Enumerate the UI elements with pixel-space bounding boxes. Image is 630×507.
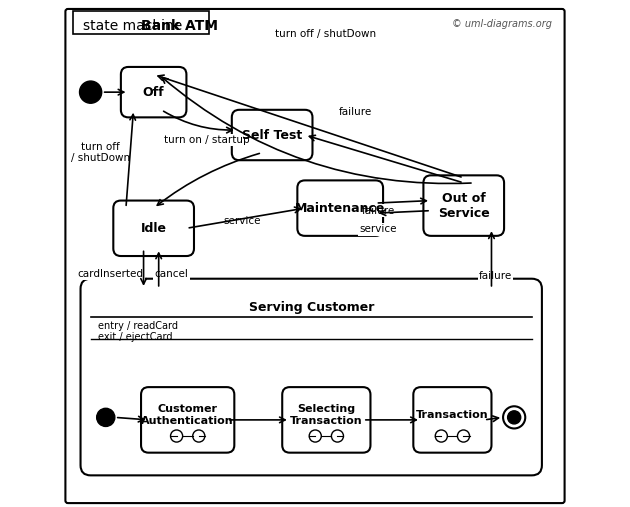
Text: state machine: state machine <box>83 19 182 33</box>
Text: Serving Customer: Serving Customer <box>248 301 374 314</box>
Circle shape <box>331 430 343 442</box>
Text: © uml-diagrams.org: © uml-diagrams.org <box>452 19 552 29</box>
Text: Selecting
Transaction: Selecting Transaction <box>290 404 363 426</box>
Text: Idle: Idle <box>140 222 167 235</box>
FancyBboxPatch shape <box>81 279 542 476</box>
Text: cardInserted: cardInserted <box>77 269 144 279</box>
Circle shape <box>96 408 115 426</box>
Text: service: service <box>223 215 261 226</box>
FancyBboxPatch shape <box>423 175 504 236</box>
Circle shape <box>503 406 525 428</box>
Text: cancel: cancel <box>154 269 188 279</box>
Text: failure: failure <box>339 107 372 117</box>
Text: Bank ATM: Bank ATM <box>141 19 218 33</box>
Text: turn off
/ shutDown: turn off / shutDown <box>71 142 130 163</box>
FancyBboxPatch shape <box>73 12 209 34</box>
Text: turn on / startup: turn on / startup <box>164 135 249 145</box>
Circle shape <box>193 430 205 442</box>
Circle shape <box>309 430 321 442</box>
Circle shape <box>79 81 101 103</box>
Text: Transaction: Transaction <box>416 410 489 420</box>
Text: failure: failure <box>362 206 394 215</box>
Text: Off: Off <box>143 86 164 99</box>
Circle shape <box>508 411 521 424</box>
Text: turn off / shutDown: turn off / shutDown <box>275 29 375 39</box>
FancyBboxPatch shape <box>66 9 564 503</box>
Text: service: service <box>359 224 397 234</box>
FancyBboxPatch shape <box>121 67 186 117</box>
FancyBboxPatch shape <box>413 387 491 453</box>
FancyBboxPatch shape <box>232 110 312 160</box>
Circle shape <box>171 430 183 442</box>
FancyBboxPatch shape <box>282 387 370 453</box>
Circle shape <box>435 430 447 442</box>
Text: Customer
Authentication: Customer Authentication <box>141 404 234 426</box>
Text: entry / readCard
exit / ejectCard: entry / readCard exit / ejectCard <box>98 320 178 342</box>
FancyBboxPatch shape <box>141 387 234 453</box>
Text: Maintenance: Maintenance <box>295 202 386 214</box>
Text: Self Test: Self Test <box>242 128 302 141</box>
Text: failure: failure <box>479 271 512 281</box>
FancyBboxPatch shape <box>297 180 383 236</box>
FancyBboxPatch shape <box>113 201 194 256</box>
Text: Out of
Service: Out of Service <box>438 192 490 220</box>
Circle shape <box>457 430 469 442</box>
